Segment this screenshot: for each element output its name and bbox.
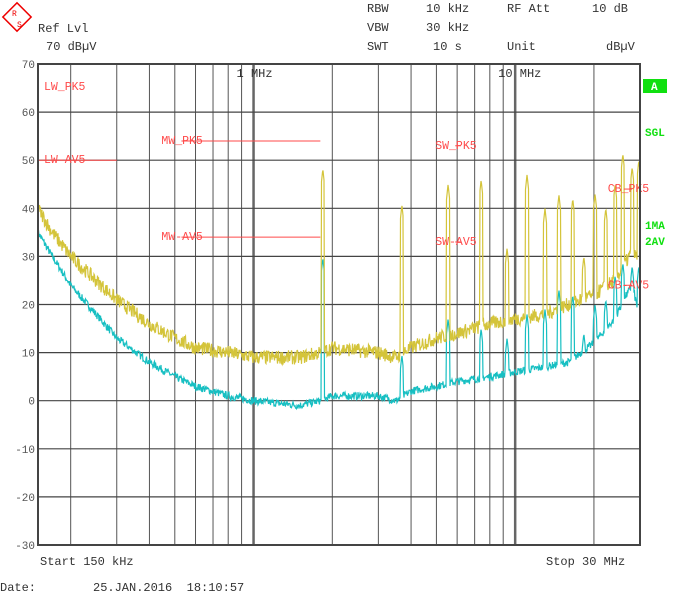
- trace2-mode-label: 2AV: [645, 237, 665, 249]
- start-frequency: Start 150 kHz: [40, 555, 134, 569]
- plot-frame: [37, 63, 641, 546]
- x-axis-ticks: 1 MHz 10 MHz: [237, 67, 542, 81]
- limit-line-label: LW_PK5: [44, 81, 86, 94]
- y-tick-label: 10: [22, 349, 35, 361]
- rf-att-label: RF Att: [507, 2, 550, 16]
- x-tick-label: 1 MHz: [237, 67, 273, 81]
- unit-value: dBµV: [606, 40, 636, 54]
- trace1-mode-label: 1MA: [645, 221, 665, 233]
- rf-att-value: 10 dB: [592, 2, 628, 16]
- y-axis-ticks: 70 60 50 40 30 20 10 0 -10 -20 -30: [15, 60, 35, 553]
- rs-logo: R S: [1, 1, 33, 33]
- y-tick-label: 20: [22, 301, 35, 313]
- y-tick-label: 60: [22, 108, 35, 120]
- limit-line-label: MW_PK5: [161, 135, 203, 148]
- logo-s: S: [17, 21, 22, 30]
- y-tick-label: 50: [22, 156, 35, 168]
- traces: [37, 155, 641, 411]
- y-tick-label: 30: [22, 252, 35, 264]
- sweep-mode-label: SGL: [645, 128, 665, 140]
- trace-a-badge[interactable]: [643, 79, 667, 93]
- swt-value: 10 s: [433, 40, 462, 54]
- y-tick-label: -10: [15, 445, 35, 457]
- trace-a-label: A: [651, 82, 658, 94]
- date-value: 25.JAN.2016 18:10:57: [93, 581, 244, 594]
- swt-label: SWT: [367, 40, 389, 54]
- y-tick-label: 70: [22, 60, 35, 72]
- vbw-label: VBW: [367, 21, 389, 35]
- y-tick-label: -20: [15, 493, 35, 505]
- limit-line-label: SW-AV5: [435, 236, 477, 249]
- vbw-value: 30 kHz: [426, 21, 469, 35]
- y-tick-label: 40: [22, 204, 35, 216]
- limit-line-label: MW-AV5: [161, 231, 203, 244]
- rbw-label: RBW: [367, 2, 389, 16]
- logo-r: R: [12, 10, 17, 19]
- limit-lines: LW_PK5 LW-AV5 MW_PK5 MW-AV5 SW_PK5 SW-AV5 CB_P…: [38, 63, 650, 292]
- stop-frequency: Stop 30 MHz: [546, 555, 625, 569]
- grid: [38, 63, 640, 546]
- average-trace: [37, 229, 641, 411]
- limit-line-label: CB-AV5: [608, 279, 650, 292]
- x-tick-label: 10 MHz: [498, 67, 541, 81]
- y-tick-label: -30: [15, 541, 35, 553]
- rbw-value: 10 kHz: [426, 2, 469, 16]
- peak-trace: [37, 155, 641, 367]
- ref-lvl-label: Ref Lvl: [38, 22, 88, 36]
- y-tick-label: 0: [28, 397, 35, 409]
- date-label: Date:: [0, 581, 36, 594]
- limit-line-label: LW-AV5: [44, 154, 86, 167]
- limit-line-label: CB_PK5: [608, 183, 650, 196]
- ref-lvl-value: 70 dBµV: [46, 40, 97, 54]
- limit-line-label: SW_PK5: [435, 140, 477, 153]
- unit-label: Unit: [507, 40, 536, 54]
